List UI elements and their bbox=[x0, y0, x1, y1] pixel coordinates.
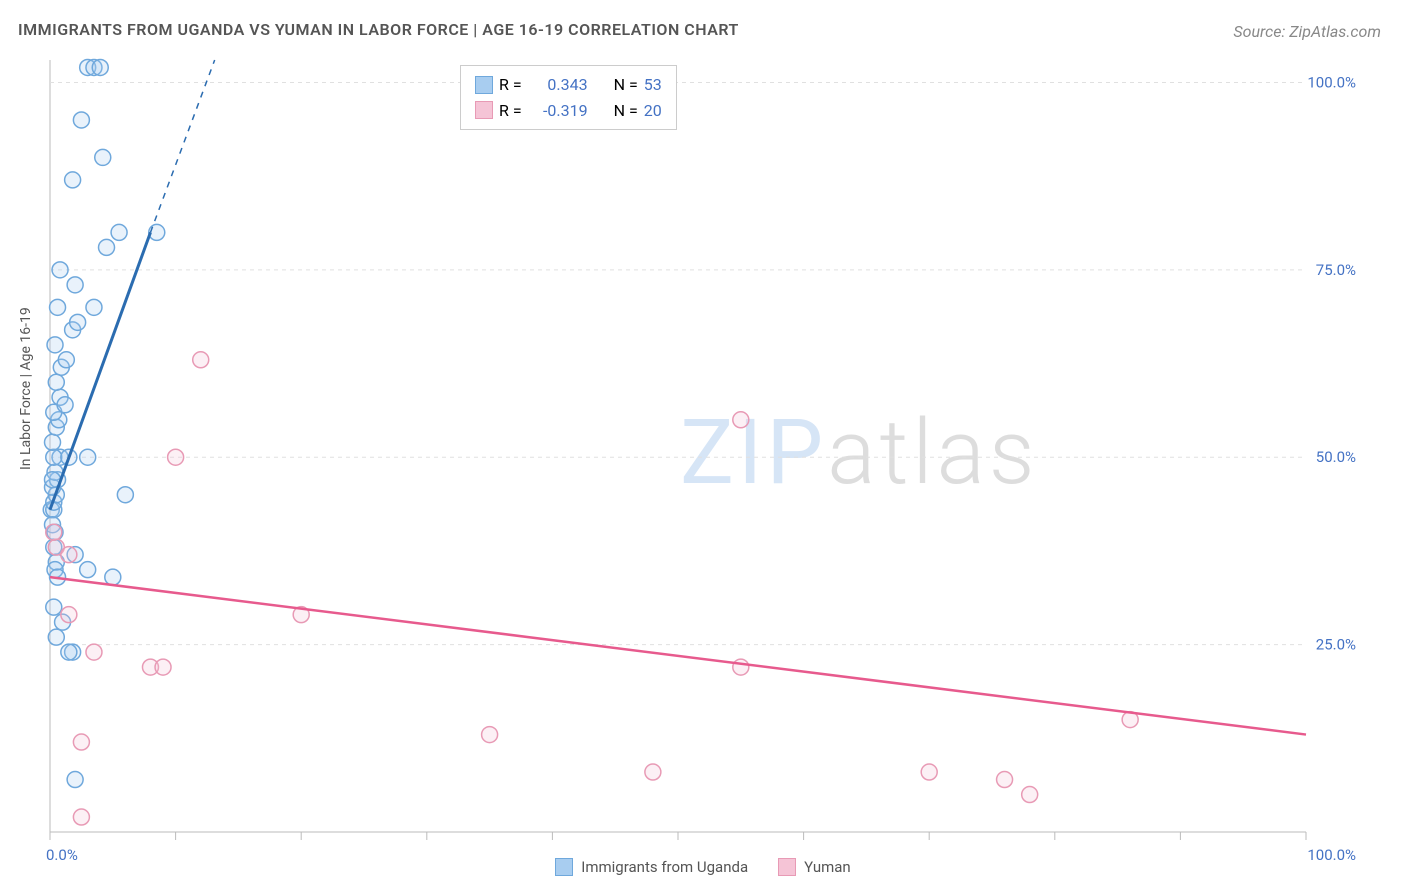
data-point bbox=[61, 607, 77, 623]
data-point bbox=[47, 337, 63, 353]
stats-legend-row: R = 0.343 N = 53 bbox=[475, 72, 662, 98]
data-point bbox=[48, 374, 64, 390]
data-point bbox=[111, 224, 127, 240]
stats-legend-row: R = -0.319 N = 20 bbox=[475, 98, 662, 124]
r-label: R = bbox=[499, 98, 522, 124]
data-point bbox=[86, 299, 102, 315]
legend-item-uganda: Immigrants from Uganda bbox=[555, 858, 748, 876]
legend-swatch-uganda bbox=[555, 858, 573, 876]
y-tick-label: 75.0% bbox=[1316, 261, 1356, 279]
data-point bbox=[99, 239, 115, 255]
data-point bbox=[733, 659, 749, 675]
data-point bbox=[1022, 787, 1038, 803]
trend-line bbox=[50, 577, 1306, 734]
data-point bbox=[733, 412, 749, 428]
n-label: N = bbox=[614, 98, 638, 124]
stats-legend: R = 0.343 N = 53 R = -0.319 N = 20 bbox=[460, 65, 677, 130]
data-point bbox=[46, 449, 62, 465]
data-point bbox=[997, 772, 1013, 788]
data-point bbox=[61, 644, 77, 660]
data-point bbox=[50, 299, 66, 315]
series-legend: Immigrants from Uganda Yuman bbox=[0, 858, 1406, 876]
legend-label: Immigrants from Uganda bbox=[581, 858, 748, 876]
data-point bbox=[67, 277, 83, 293]
data-point bbox=[48, 629, 64, 645]
data-point bbox=[67, 772, 83, 788]
data-point bbox=[80, 449, 96, 465]
data-point bbox=[482, 727, 498, 743]
data-point bbox=[45, 434, 61, 450]
legend-swatch-yuman bbox=[778, 858, 796, 876]
data-point bbox=[80, 562, 96, 578]
data-point bbox=[58, 352, 74, 368]
data-point bbox=[117, 487, 133, 503]
r-value: 0.343 bbox=[528, 72, 588, 98]
y-tick-label: 50.0% bbox=[1316, 448, 1356, 466]
data-point bbox=[52, 262, 68, 278]
legend-swatch-yuman bbox=[475, 101, 493, 119]
r-label: R = bbox=[499, 72, 522, 98]
trend-line-extension bbox=[150, 60, 214, 232]
data-point bbox=[70, 314, 86, 330]
data-point bbox=[921, 764, 937, 780]
data-point bbox=[95, 149, 111, 165]
data-point bbox=[73, 734, 89, 750]
n-value: 53 bbox=[644, 72, 662, 98]
data-point bbox=[73, 809, 89, 825]
y-tick-label: 25.0% bbox=[1316, 636, 1356, 654]
data-point bbox=[155, 659, 171, 675]
data-point bbox=[57, 397, 73, 413]
data-point bbox=[105, 569, 121, 585]
data-point bbox=[645, 764, 661, 780]
legend-label: Yuman bbox=[804, 858, 851, 876]
r-value: -0.319 bbox=[528, 98, 588, 124]
legend-swatch-uganda bbox=[475, 76, 493, 94]
n-value: 20 bbox=[644, 98, 662, 124]
y-tick-label: 100.0% bbox=[1307, 73, 1356, 91]
data-point bbox=[65, 172, 81, 188]
data-point bbox=[168, 449, 184, 465]
data-point bbox=[86, 644, 102, 660]
data-point bbox=[193, 352, 209, 368]
data-point bbox=[73, 112, 89, 128]
scatter-plot: 25.0%50.0%75.0%100.0%0.0%100.0% bbox=[0, 0, 1406, 892]
legend-item-yuman: Yuman bbox=[778, 858, 851, 876]
data-point bbox=[61, 547, 77, 563]
data-point bbox=[46, 599, 62, 615]
data-point bbox=[46, 524, 62, 540]
n-label: N = bbox=[614, 72, 638, 98]
data-point bbox=[92, 59, 108, 75]
